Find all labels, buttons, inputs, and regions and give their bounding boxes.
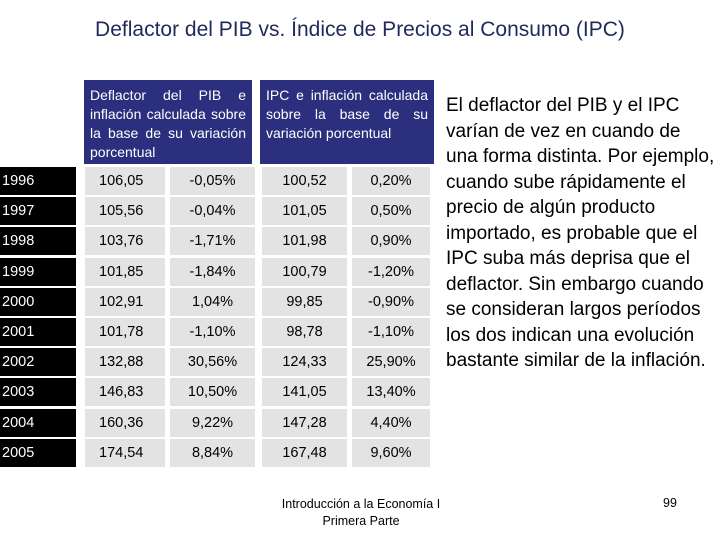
inflacion-deflactor-cell: 10,50% xyxy=(170,378,255,407)
deflactor-cell: 132,88 xyxy=(85,348,165,377)
year-cell: 2000 xyxy=(0,287,76,316)
deflactor-cell: 174,54 xyxy=(85,438,165,467)
year-cell: 2004 xyxy=(0,408,76,437)
ipc-cell: 100,79 xyxy=(262,257,347,286)
year-cell: 2003 xyxy=(0,378,76,407)
table-row: 1998 103,76 -1,71% 101,98 0,90% xyxy=(0,227,440,256)
explanation-text: El deflactor del PIB y el IPC varían de … xyxy=(446,95,715,371)
inflacion-ipc-cell: 0,90% xyxy=(352,227,430,256)
footer-line-2: Primera Parte xyxy=(322,514,400,528)
inflacion-deflactor-cell: 8,84% xyxy=(170,438,255,467)
deflactor-cell: 105,56 xyxy=(85,197,165,226)
table-row: 1996 106,05 -0,05% 100,52 0,20% xyxy=(0,167,440,195)
table-row: 1999 101,85 -1,84% 100,79 -1,20% xyxy=(0,257,440,286)
year-cell: 1997 xyxy=(0,197,76,226)
inflacion-deflactor-cell: -0,05% xyxy=(170,167,255,195)
footer: Introducción a la Economía I Primera Par… xyxy=(262,496,460,530)
year-cell: 1999 xyxy=(0,257,76,286)
table-row: 1997 105,56 -0,04% 101,05 0,50% xyxy=(0,197,440,226)
inflacion-ipc-cell: 0,20% xyxy=(352,167,430,195)
deflactor-cell: 103,76 xyxy=(85,227,165,256)
year-cell: 1996 xyxy=(0,167,76,195)
inflacion-ipc-cell: -1,10% xyxy=(352,318,430,346)
table-row: 2002 132,88 30,56% 124,33 25,90% xyxy=(0,348,440,377)
deflactor-cell: 101,78 xyxy=(85,318,165,346)
inflacion-deflactor-cell: -1,84% xyxy=(170,257,255,286)
inflacion-ipc-cell: 0,50% xyxy=(352,197,430,226)
inflacion-ipc-cell: 4,40% xyxy=(352,408,430,437)
footer-line-1: Introducción a la Economía I xyxy=(281,497,441,511)
inflacion-deflactor-cell: 9,22% xyxy=(170,408,255,437)
inflacion-ipc-cell: -0,90% xyxy=(352,287,430,316)
ipc-cell: 124,33 xyxy=(262,348,347,377)
table-row: 2001 101,78 -1,10% 98,78 -1,10% xyxy=(0,318,440,346)
deflactor-cell: 101,85 xyxy=(85,257,165,286)
year-cell: 2002 xyxy=(0,348,76,377)
header-deflactor: Deflactor del PIB e inflación calculada … xyxy=(84,80,252,164)
ipc-cell: 101,98 xyxy=(262,227,347,256)
ipc-cell: 147,28 xyxy=(262,408,347,437)
table-row: 2004 160,36 9,22% 147,28 4,40% xyxy=(0,408,440,437)
deflactor-cell: 146,83 xyxy=(85,378,165,407)
table-row: 2005 174,54 8,84% 167,48 9,60% xyxy=(0,438,440,467)
ipc-cell: 99,85 xyxy=(262,287,347,316)
header-ipc: IPC e inflación calculada sobre la base … xyxy=(260,80,434,164)
ipc-cell: 101,05 xyxy=(262,197,347,226)
ipc-cell: 100,52 xyxy=(262,167,347,195)
ipc-cell: 98,78 xyxy=(262,318,347,346)
ipc-cell: 141,05 xyxy=(262,378,347,407)
year-cell: 1998 xyxy=(0,227,76,256)
table-row: 2003 146,83 10,50% 141,05 13,40% xyxy=(0,378,440,407)
inflacion-ipc-cell: 9,60% xyxy=(352,438,430,467)
inflacion-deflactor-cell: -1,10% xyxy=(170,318,255,346)
inflacion-deflactor-cell: 1,04% xyxy=(170,287,255,316)
inflacion-ipc-cell: 13,40% xyxy=(352,378,430,407)
inflacion-ipc-cell: -1,20% xyxy=(352,257,430,286)
year-cell: 2001 xyxy=(0,318,76,346)
slide-title: Deflactor del PIB vs. Índice de Precios … xyxy=(95,18,625,41)
deflactor-cell: 102,91 xyxy=(85,287,165,316)
inflacion-ipc-cell: 25,90% xyxy=(352,348,430,377)
year-cell: 2005 xyxy=(0,438,76,467)
inflacion-deflactor-cell: 30,56% xyxy=(170,348,255,377)
deflactor-cell: 106,05 xyxy=(85,167,165,195)
table-row: 2000 102,91 1,04% 99,85 -0,90% xyxy=(0,287,440,316)
inflacion-deflactor-cell: -0,04% xyxy=(170,197,255,226)
page-number: 99 xyxy=(663,496,677,510)
inflacion-deflactor-cell: -1,71% xyxy=(170,227,255,256)
deflactor-cell: 160,36 xyxy=(85,408,165,437)
ipc-cell: 167,48 xyxy=(262,438,347,467)
